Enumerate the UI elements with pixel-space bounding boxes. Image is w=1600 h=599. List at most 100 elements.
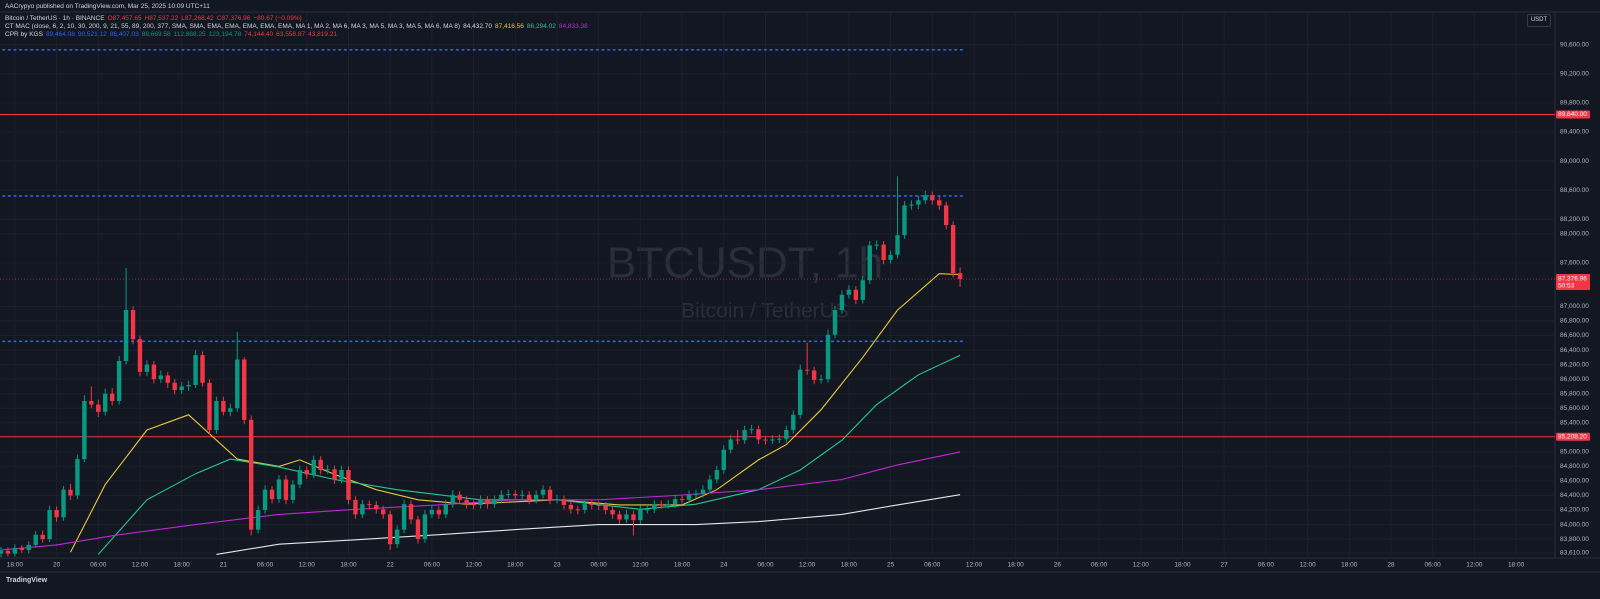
indicator-line: CT MAC (close, 6, 2, 10, 30, 200, 9, 21,… <box>5 23 594 31</box>
candle-body <box>659 504 664 506</box>
candle-body <box>540 489 546 495</box>
candle-body <box>943 205 949 226</box>
candle-body <box>165 375 170 383</box>
candle-body <box>478 499 483 505</box>
moving-average <box>216 494 961 555</box>
candle-body <box>492 499 497 505</box>
candle-body <box>881 244 886 260</box>
y-tick-label: 87,600.00 <box>1560 260 1589 267</box>
candle-body <box>721 449 726 471</box>
candle-body <box>756 429 761 440</box>
brand: TradingView <box>6 577 48 584</box>
candle-body <box>798 369 803 415</box>
x-tick-label: 18:00 <box>340 562 357 569</box>
published-line: AACrypyo published on TradingView.com, M… <box>5 3 210 10</box>
candle-body <box>638 510 643 521</box>
x-tick-label: 28 <box>1387 562 1395 569</box>
candle-body <box>825 334 831 380</box>
x-tick-label: 12:00 <box>132 562 149 569</box>
candle-body <box>429 510 435 515</box>
candle-body <box>582 504 587 511</box>
y-tick-label: 89,800.00 <box>1560 100 1589 107</box>
x-tick-label: 20 <box>53 562 61 569</box>
indicator-name[interactable]: CT MAC (close, 6, 2, 10, 30, 200, 9, 21,… <box>5 23 461 30</box>
indicator-value: 123,194.78 <box>208 31 242 38</box>
x-tick-label: 18:00 <box>7 562 24 569</box>
candle-body <box>109 393 115 401</box>
price-label: 89,640.00 <box>1558 111 1587 118</box>
x-tick-label: 18:00 <box>1341 562 1358 569</box>
candle-body <box>89 400 94 405</box>
currency-button[interactable]: USDT <box>1527 14 1551 27</box>
candle-body <box>714 470 720 480</box>
indicator-value: 112,868.25 <box>173 31 206 38</box>
y-tick-label: 86,200.00 <box>1560 361 1589 368</box>
y-tick-label: 84,000.00 <box>1560 521 1589 528</box>
moving-average <box>0 451 961 551</box>
candle-body <box>255 510 261 530</box>
ohlc: O87,457.65 H87,537.22 L87,268.42 C87,376.96… <box>108 15 305 22</box>
candle-body <box>624 514 629 520</box>
y-tick-label: 86,000.00 <box>1560 376 1589 383</box>
candle-body <box>617 514 622 520</box>
ohlc-value: −80.67 (−0.09%) <box>253 15 302 22</box>
candle-body <box>228 408 233 412</box>
candle-body <box>791 414 796 431</box>
candle-body <box>693 494 699 496</box>
y-tick-label: 89,000.00 <box>1560 158 1589 165</box>
y-tick-label: 86,400.00 <box>1560 347 1589 354</box>
candle-body <box>415 519 421 540</box>
candle-body <box>860 280 865 300</box>
candle-body <box>839 294 845 311</box>
candle-body <box>450 494 455 505</box>
x-tick-label: 18:00 <box>674 562 691 569</box>
candle-body <box>464 499 469 505</box>
y-tick-label: 90,200.00 <box>1560 71 1589 78</box>
candle-body <box>123 310 129 361</box>
indicator-value: 84,432.70 <box>463 23 492 30</box>
candle-body <box>103 393 108 412</box>
candle-body <box>930 195 935 201</box>
candle-body <box>242 359 247 420</box>
candle-body <box>596 504 601 506</box>
y-tick-label: 90,600.00 <box>1560 41 1589 48</box>
ohlc-value: C87,376.96 <box>216 15 251 22</box>
candle-body <box>26 544 31 551</box>
candle-body <box>339 470 344 480</box>
candle-body <box>221 400 226 412</box>
candle-body <box>436 510 442 515</box>
x-tick-label: 25 <box>887 562 895 569</box>
candle-body <box>47 510 52 540</box>
candle-body <box>374 504 379 510</box>
candle-body <box>603 505 608 511</box>
x-tick-label: 26 <box>1054 562 1062 569</box>
candle-body <box>443 504 448 515</box>
x-tick-label: 06:00 <box>757 562 774 569</box>
price-label: 85,208.20 <box>1558 433 1587 440</box>
candle-body <box>533 494 539 500</box>
candle-body <box>832 310 838 335</box>
candle-body <box>207 382 212 431</box>
candle-body <box>686 494 692 500</box>
indicator-value: 86,407.03 <box>109 31 139 38</box>
candle-body <box>937 200 942 206</box>
candle-body <box>547 489 553 500</box>
y-tick-label: 86,600.00 <box>1560 332 1589 339</box>
candle-body <box>520 494 525 496</box>
x-tick-label: 12:00 <box>966 562 983 569</box>
indicator-value: 90,521.12 <box>77 31 107 38</box>
moving-average <box>70 273 961 553</box>
candle-body <box>777 438 782 440</box>
x-tick-label: 18:00 <box>174 562 191 569</box>
candle-body <box>151 364 157 380</box>
candle-body <box>318 459 323 471</box>
candle-body <box>950 225 956 274</box>
indicator-name[interactable]: CPR by KGS <box>5 31 43 38</box>
price-label-bg <box>1556 110 1590 119</box>
x-tick-label: 12:00 <box>1466 562 1483 569</box>
price-label-bg <box>1556 432 1590 441</box>
candle-body <box>735 439 740 441</box>
candle-body <box>137 339 143 372</box>
candle-body <box>304 470 309 475</box>
